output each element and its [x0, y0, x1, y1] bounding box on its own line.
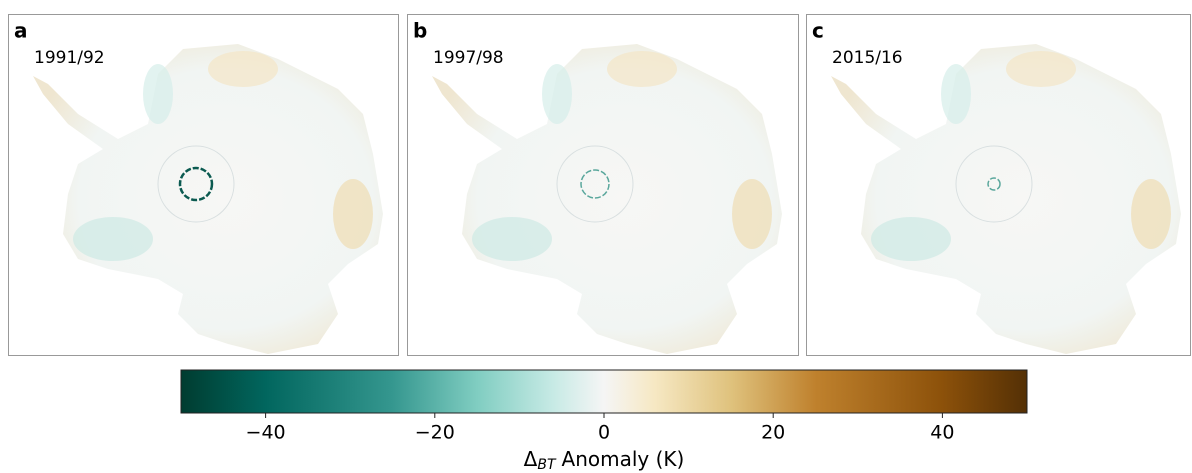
- tick-label: −40: [246, 422, 286, 444]
- colorbar: [180, 369, 1028, 414]
- label-symbol: Δ: [524, 447, 538, 471]
- panel: a 1991/92: [8, 14, 399, 356]
- tick-label: 0: [598, 422, 610, 444]
- panel-letter: c: [812, 19, 824, 43]
- pole-ring: [987, 177, 1001, 191]
- label-text: Anomaly (K): [562, 447, 685, 471]
- tick-label: −20: [415, 422, 455, 444]
- panel-year: 2015/16: [832, 48, 903, 68]
- colorbar-label: ΔBT Anomaly (K): [524, 447, 685, 473]
- panel: b 1997/98: [407, 14, 799, 356]
- panel-letter: b: [413, 19, 427, 43]
- panels: a 1991/92 b 1997/98 c 2015/16: [8, 14, 1191, 356]
- pole-ring: [178, 166, 214, 202]
- panel: c 2015/16: [806, 14, 1191, 356]
- panel-year: 1991/92: [34, 48, 105, 68]
- label-subscript: BT: [537, 457, 557, 473]
- panel-letter: a: [14, 19, 28, 43]
- panel-year: 1997/98: [433, 48, 504, 68]
- tick-label: 20: [761, 422, 785, 444]
- pole-ring: [580, 169, 610, 199]
- tick-label: 40: [930, 422, 954, 444]
